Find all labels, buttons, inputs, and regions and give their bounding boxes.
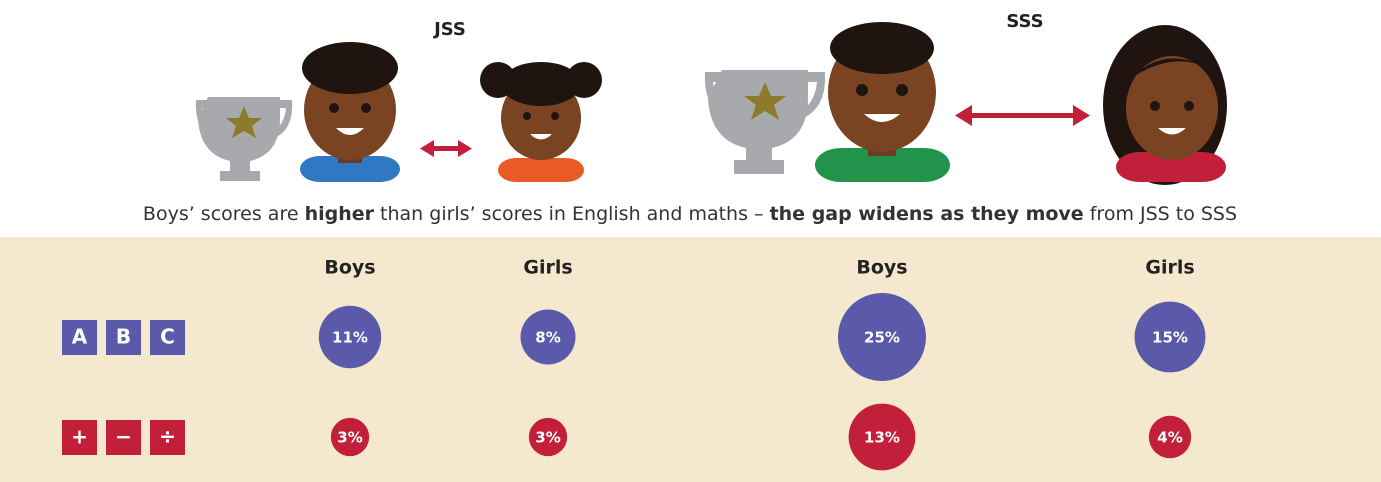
caption-part: from JSS to SSS <box>1084 203 1237 225</box>
subject-icon-text: C <box>160 325 175 349</box>
value-label: 3% <box>337 429 362 447</box>
column-header: Boys <box>856 257 907 279</box>
illustration-jss <box>196 42 602 182</box>
caption-part: the gap widens as they move <box>770 203 1084 225</box>
column-header: Girls <box>1145 257 1194 279</box>
subject-icon-text: + <box>71 425 88 449</box>
subject-icon-text: − <box>115 425 132 449</box>
caption-part: higher <box>305 203 375 225</box>
value-label: 3% <box>535 429 560 447</box>
column-header: Girls <box>523 257 572 279</box>
subject-icon-text: B <box>116 325 131 349</box>
caption-part: Boys’ scores are <box>143 203 305 225</box>
illustration-sss <box>705 22 1227 185</box>
value-label: 4% <box>1157 429 1182 447</box>
value-label: 15% <box>1152 329 1188 347</box>
column-header: Boys <box>324 257 375 279</box>
subject-icon-text: ÷ <box>159 425 176 449</box>
value-label: 8% <box>535 329 560 347</box>
group-label: SSS <box>1006 11 1043 32</box>
value-label: 25% <box>864 329 900 347</box>
value-label: 13% <box>864 429 900 447</box>
group-label: JSS <box>432 19 466 40</box>
subject-icon-text: A <box>72 325 88 349</box>
page: Boys’ scores are higher than girls’ scor… <box>0 0 1381 482</box>
value-label: 11% <box>332 329 368 347</box>
infographic: Boys’ scores are higher than girls’ scor… <box>0 0 1381 482</box>
caption: Boys’ scores are higher than girls’ scor… <box>143 203 1237 225</box>
caption-part: than girls’ scores in English and maths … <box>374 203 770 225</box>
